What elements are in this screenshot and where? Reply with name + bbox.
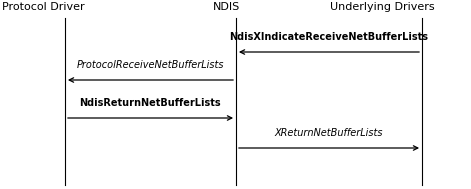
Text: ProtocolReceiveNetBufferLists: ProtocolReceiveNetBufferLists — [76, 60, 224, 70]
Text: NdisReturnNetBufferLists: NdisReturnNetBufferLists — [79, 98, 221, 108]
Text: NDIS: NDIS — [213, 2, 240, 12]
Text: Underlying Drivers: Underlying Drivers — [330, 2, 435, 12]
Text: XReturnNetBufferLists: XReturnNetBufferLists — [275, 128, 383, 138]
Text: NdisXIndicateReceiveNetBufferLists: NdisXIndicateReceiveNetBufferLists — [229, 32, 429, 42]
Text: Protocol Driver: Protocol Driver — [2, 2, 85, 12]
